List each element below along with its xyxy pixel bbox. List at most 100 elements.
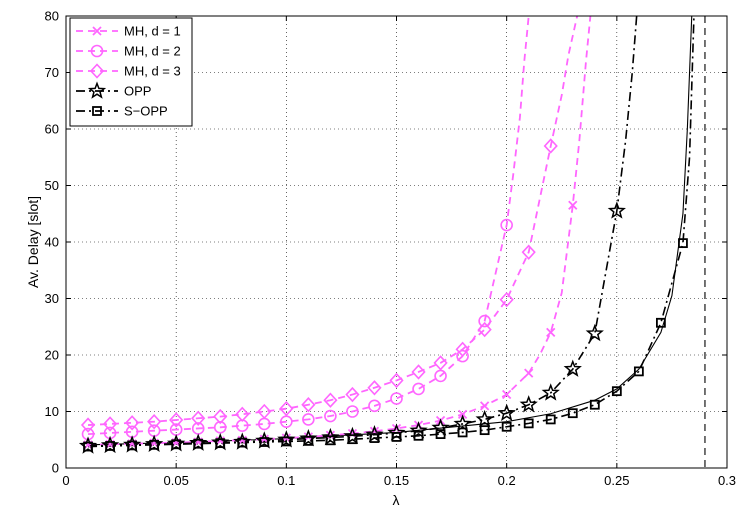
- data-point-marker: [678, 238, 688, 249]
- tick-labels: 0 0.05 0.1 0.15 0.2 0.25 0.3 0 10 20 30 40 50 60 70 80: [45, 9, 737, 489]
- x-axis-label: λ: [393, 492, 400, 508]
- data-point-marker: [541, 383, 560, 401]
- data-point-marker: [501, 421, 512, 432]
- x-tick-label: 0: [62, 473, 69, 488]
- legend-entry: MH, d = 1: [76, 24, 181, 39]
- data-point-marker: [347, 428, 358, 439]
- data-point-marker: [563, 359, 582, 377]
- data-point-marker: [633, 366, 644, 377]
- data-point-marker: [368, 399, 381, 413]
- series-markers: [78, 138, 688, 454]
- legend-marker: [89, 63, 105, 79]
- data-point-marker: [390, 392, 403, 405]
- data-point-marker: [411, 364, 426, 380]
- data-point-marker: [127, 440, 138, 451]
- data-point-marker: [435, 429, 446, 440]
- y-tick-label: 0: [52, 461, 59, 476]
- data-point-marker: [171, 439, 182, 450]
- data-point-marker: [299, 429, 318, 447]
- y-tick-label: 20: [45, 348, 59, 363]
- data-point-marker: [303, 435, 314, 446]
- y-tick-label: 80: [45, 9, 59, 24]
- legend-marker: [87, 81, 107, 99]
- y-tick-label: 50: [45, 178, 59, 193]
- data-point-marker: [125, 415, 140, 431]
- data-point-marker: [387, 423, 406, 441]
- data-point-marker: [277, 430, 296, 448]
- legend-entry: S−OPP: [76, 104, 168, 119]
- legend-entry: MH, d = 3: [76, 63, 181, 79]
- data-point-marker: [568, 200, 578, 210]
- data-point-marker: [500, 218, 513, 232]
- data-point-marker: [301, 397, 316, 413]
- data-point-marker: [611, 386, 622, 397]
- legend-label: MH, d = 2: [124, 44, 181, 59]
- data-point-marker: [546, 327, 556, 338]
- series-line: [88, 16, 592, 446]
- data-point-marker: [456, 349, 469, 363]
- data-point-marker: [343, 426, 362, 445]
- data-point-marker: [215, 438, 226, 449]
- legend-label: MH, d = 1: [124, 24, 181, 39]
- y-tick-label: 10: [45, 404, 59, 419]
- data-point-marker: [257, 403, 272, 420]
- legend-entry: MH, d = 2: [76, 44, 181, 59]
- legend-entry: OPP: [76, 81, 151, 99]
- series-line: [87, 16, 530, 435]
- data-point-marker: [502, 389, 512, 400]
- data-point-marker: [475, 409, 494, 428]
- data-point-marker: [213, 421, 227, 434]
- data-point-marker: [413, 430, 424, 441]
- data-point-marker: [167, 434, 186, 452]
- data-point-marker: [189, 433, 208, 451]
- legend-label: S−OPP: [124, 104, 168, 119]
- data-point-marker: [499, 291, 514, 308]
- x-tick-label: 0.05: [164, 473, 189, 488]
- legend-label: OPP: [124, 84, 151, 99]
- legend: MH, d = 1 MH, d = 2 MH, d = 3 OPP S−OPP: [69, 17, 193, 127]
- series-lines: [87, 16, 695, 448]
- data-point-marker: [567, 408, 578, 419]
- data-point-marker: [233, 432, 252, 450]
- data-point-marker: [78, 436, 98, 454]
- data-point-marker: [656, 317, 666, 328]
- data-point-marker: [169, 412, 184, 428]
- data-point-marker: [302, 413, 315, 426]
- data-point-marker: [589, 399, 600, 410]
- legend-label: MH, d = 3: [124, 64, 181, 79]
- x-tick-label: 0.15: [384, 473, 409, 488]
- data-point-marker: [235, 406, 250, 423]
- data-point-marker: [105, 441, 115, 451]
- data-point-marker: [211, 432, 230, 451]
- data-point-marker: [325, 435, 336, 446]
- data-point-marker: [100, 435, 120, 454]
- data-point-marker: [523, 418, 534, 429]
- data-point-marker: [145, 434, 164, 453]
- x-tick-label: 0.3: [718, 473, 736, 488]
- x-tick-label: 0.25: [604, 473, 629, 488]
- data-point-marker: [367, 380, 382, 396]
- data-point-marker: [324, 409, 337, 423]
- data-point-marker: [479, 425, 490, 436]
- data-point-marker: [524, 368, 534, 378]
- data-point-marker: [102, 416, 118, 432]
- data-point-marker: [497, 403, 516, 421]
- data-point-marker: [545, 414, 556, 425]
- data-point-marker: [479, 401, 490, 411]
- data-point-marker: [323, 392, 338, 408]
- data-point-marker: [478, 314, 491, 328]
- data-point-marker: [457, 427, 468, 438]
- data-point-marker: [149, 439, 160, 450]
- data-point-marker: [453, 414, 472, 432]
- data-point-marker: [521, 244, 536, 260]
- data-point-marker: [346, 405, 359, 418]
- legend-marker: [92, 26, 102, 36]
- data-point-marker: [391, 432, 402, 442]
- y-tick-label: 40: [45, 235, 59, 250]
- data-point-marker: [457, 409, 468, 419]
- y-tick-label: 30: [45, 291, 59, 306]
- data-point-marker: [389, 372, 404, 389]
- y-tick-label: 70: [45, 65, 59, 80]
- legend-marker: [92, 106, 102, 116]
